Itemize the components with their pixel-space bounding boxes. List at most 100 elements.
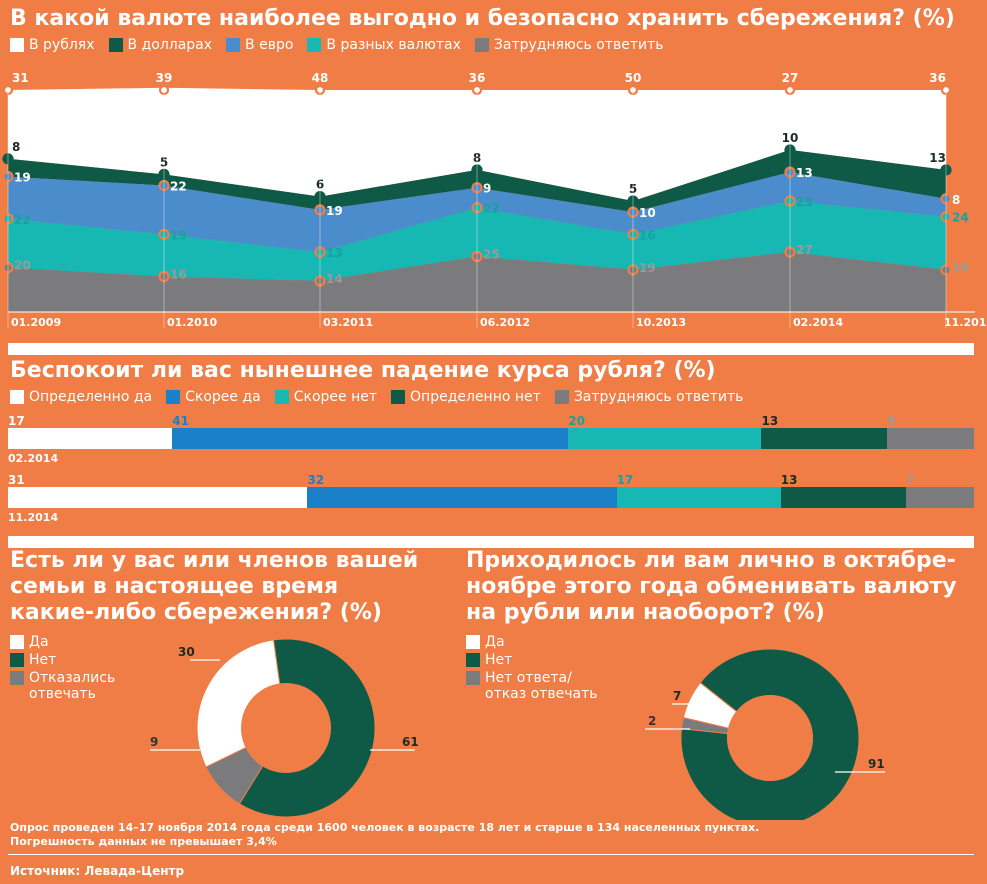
- pie1-title-line-1: Есть ли у вас или членов вашей: [10, 548, 419, 573]
- bar-value-0-1: 41: [172, 414, 189, 428]
- pie2-value-label-1: 91: [868, 757, 885, 771]
- bar-value-1-2: 17: [616, 473, 634, 487]
- area-chart-legend: В рублях В долларах В евро В разных валю…: [10, 37, 678, 53]
- bar-value-1-4: 7: [906, 473, 915, 487]
- value-label-0-6: 36: [929, 71, 946, 85]
- pie2-value-label-0: 7: [673, 689, 681, 703]
- value-label-3-0: 22: [14, 213, 31, 227]
- bar-segment-1-0: [8, 487, 308, 508]
- value-label-4-0: 20: [14, 259, 31, 273]
- value-label-2-5: 13: [796, 166, 813, 180]
- pie1-legend-no: Нет: [10, 652, 115, 668]
- value-label-2-0: 19: [14, 171, 31, 185]
- legend-item-rather-no: Скорее нет: [274, 389, 377, 405]
- pie2-title-line-3: на рубли или наоборот? (%): [466, 600, 825, 625]
- survey-note: Опрос проведен 14–17 ноября 2014 года ср…: [10, 821, 759, 849]
- value-label-4-5: 27: [796, 243, 813, 257]
- value-label-1-6: 13: [929, 151, 946, 165]
- value-label-3-4: 16: [639, 228, 656, 242]
- bar-segment-1-4: [906, 487, 974, 508]
- pie2-legend-no: Нет: [466, 652, 598, 668]
- x-tick-label-5: 02.2014: [793, 316, 843, 329]
- value-label-0-2: 48: [312, 71, 329, 85]
- value-label-2-4: 10: [639, 206, 656, 220]
- bar-category-label-0: 02.2014: [8, 452, 59, 465]
- bar-segment-0-3: [761, 428, 888, 449]
- value-label-2-1: 22: [170, 179, 187, 193]
- x-tick-label-3: 06.2012: [480, 316, 530, 329]
- area-chart: 20 16 14 25 19 27 19 22 19 13 22 16 23 24 19 22 19 9 10 13 8…: [2, 71, 987, 329]
- value-label-4-3: 25: [483, 248, 500, 262]
- bar-segment-0-4: [887, 428, 974, 449]
- legend-item-euro: В евро: [226, 37, 293, 53]
- value-label-0-3: 36: [469, 71, 486, 85]
- bar-value-0-0: 17: [8, 414, 25, 428]
- pie1-value-label-1: 61: [402, 735, 419, 749]
- value-label-0-0: 31: [12, 71, 29, 85]
- pie2-legend: Да Нет Нет ответа/отказ отвечать: [466, 634, 598, 704]
- bar-segment-1-3: [780, 487, 907, 508]
- value-label-3-6: 24: [952, 211, 969, 225]
- x-tick-label-1: 01.2010: [167, 316, 217, 329]
- legend-item-rather-yes: Скорее да: [166, 389, 261, 405]
- pie1-title-line-2: семьи в настоящее время: [10, 574, 339, 599]
- pie1-hole: [241, 683, 331, 773]
- bar-value-0-3: 13: [761, 414, 779, 428]
- pie2-legend-noanswer: Нет ответа/отказ отвечать: [466, 670, 598, 702]
- pie-charts: 30 61 9 7 91 2: [150, 638, 885, 820]
- divider-2: [8, 536, 974, 548]
- divider-1: [8, 343, 974, 355]
- legend-item-rubles: В рублях: [10, 37, 95, 53]
- value-label-3-1: 19: [170, 228, 187, 242]
- legend-item-dollars: В долларах: [108, 37, 212, 53]
- footer-divider: [8, 854, 974, 855]
- bar-value-0-2: 20: [568, 414, 585, 428]
- value-label-2-2: 19: [326, 204, 343, 218]
- pie1-value-label-0: 30: [178, 645, 195, 659]
- value-label-1-0: 8: [12, 140, 20, 154]
- value-label-4-6: 19: [952, 261, 969, 275]
- bar-category-label-1: 11.2014: [8, 511, 59, 524]
- value-label-4-1: 16: [170, 267, 187, 281]
- legend-item-dontknow: Затрудняюсь ответить: [474, 37, 664, 53]
- x-tick-label-6: 11.2014: [944, 316, 987, 329]
- legend-item-bar-dontknow: Затрудняюсь ответить: [554, 389, 743, 405]
- value-label-2-3: 9: [483, 182, 491, 196]
- bar-value-1-0: 31: [8, 473, 25, 487]
- area-chart-title: В какой валюте наиболее выгодно и безопа…: [10, 6, 955, 31]
- pie2-value-label-2: 2: [648, 714, 656, 728]
- pie1-legend-yes: Да: [10, 634, 115, 650]
- bar-segment-0-2: [568, 428, 762, 449]
- pie2-title-line-2: ноябре этого года обменивать валюту: [466, 574, 957, 599]
- bar-segment-0-1: [172, 428, 569, 449]
- legend-item-definitely-no: Определенно нет: [391, 389, 541, 405]
- pie2-legend-yes: Да: [466, 634, 598, 650]
- pie1-value-label-2: 9: [150, 735, 158, 749]
- pie1-title-line-3: какие-либо сбережения? (%): [10, 600, 382, 625]
- value-label-4-4: 19: [639, 261, 656, 275]
- bar-value-1-3: 13: [780, 473, 798, 487]
- legend-item-mixed: В разных валютах: [307, 37, 461, 53]
- bar-segment-0-0: [8, 428, 173, 449]
- pie1-legend: Да Нет Отказались отвечать: [10, 634, 115, 704]
- bar-segment-1-2: [616, 487, 781, 508]
- x-tick-label-4: 10.2013: [636, 316, 686, 329]
- value-label-0-5: 27: [782, 71, 799, 85]
- legend-item-definitely-yes: Определенно да: [10, 389, 152, 405]
- pie2-hole-fill: [727, 695, 813, 781]
- value-label-3-2: 13: [326, 246, 343, 260]
- area-2: [8, 172, 946, 253]
- value-label-0-1: 39: [156, 71, 173, 85]
- survey-note-line-2: Погрешность данных не превышает 3,4%: [10, 835, 277, 848]
- pie2-title: Приходилось ли вам лично в октябре- нояб…: [466, 548, 957, 626]
- bar-segment-1-1: [307, 487, 617, 508]
- value-label-0-4: 50: [625, 71, 642, 85]
- value-label-4-2: 14: [326, 272, 343, 286]
- value-label-2-6: 8: [952, 193, 960, 207]
- x-tick-label-2: 03.2011: [323, 316, 373, 329]
- bar-chart-title: Беспокоит ли вас нынешнее падение курса …: [10, 358, 716, 383]
- survey-note-line-1: Опрос проведен 14–17 ноября 2014 года ср…: [10, 821, 760, 834]
- pie1-title: Есть ли у вас или членов вашей семьи в н…: [10, 548, 418, 626]
- bar-chart-legend: Определенно да Скорее да Скорее нет Опре…: [10, 389, 757, 405]
- pie2-title-line-1: Приходилось ли вам лично в октябре-: [466, 548, 956, 573]
